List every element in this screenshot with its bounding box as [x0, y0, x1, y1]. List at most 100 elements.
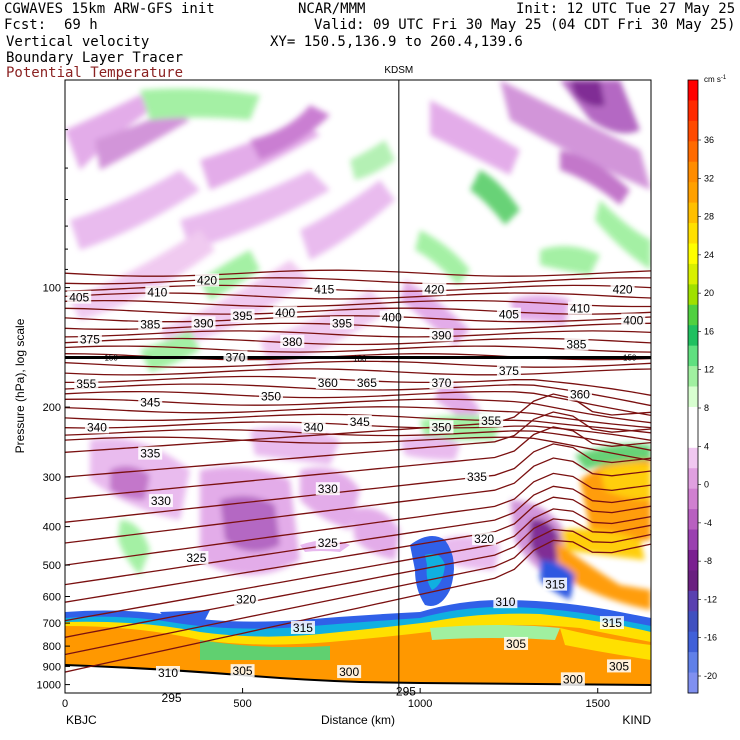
- theta-contour: [65, 383, 651, 407]
- init-time: Init: 12 UTC Tue 27 May 25: [516, 1, 736, 17]
- theta-label-bg: [74, 377, 99, 391]
- theta-label: 320: [236, 592, 256, 606]
- y-tick-label: 100: [43, 283, 61, 295]
- theta-label-bg: [155, 665, 180, 679]
- colorbar-swatch: [688, 652, 698, 674]
- y-tick-label: 1000: [37, 680, 61, 692]
- theta-label: 400: [623, 313, 643, 327]
- theta-label: 390: [193, 316, 213, 330]
- theta-label-bg: [184, 551, 209, 565]
- y-tick-label: 200: [43, 402, 61, 414]
- level-label: 150: [623, 353, 637, 362]
- theta-label: 340: [87, 420, 107, 434]
- theta-label-bg: [315, 536, 340, 550]
- theta-label-bg: [230, 309, 255, 323]
- theta-label: 330: [318, 482, 338, 496]
- theta-label-bg: [422, 282, 447, 296]
- colorbar-label: -12: [704, 594, 717, 604]
- colorbar-swatch: [688, 549, 698, 571]
- colorbar-swatch: [688, 427, 698, 449]
- theta-label: 295: [162, 691, 182, 705]
- theta-label: 320: [474, 532, 494, 546]
- x-axis-label: Distance (km): [321, 713, 395, 727]
- theta-label-bg: [290, 620, 315, 634]
- colorbar-units: cm s-1: [704, 75, 727, 84]
- y-axis: 100 200 300 400 500 600 700 800 900 1000: [37, 79, 70, 692]
- theta-label-bg: [393, 684, 418, 698]
- theta-label: 380: [282, 335, 302, 349]
- theta-label: 350: [431, 420, 451, 434]
- theta-label: 315: [293, 621, 313, 635]
- theta-contour: [65, 299, 651, 308]
- theta-label: 395: [332, 316, 352, 330]
- theta-label: 345: [140, 396, 160, 410]
- theta-label: 370: [225, 350, 245, 364]
- x-tick-label: 1500: [585, 698, 609, 710]
- theta-contour: [65, 345, 651, 353]
- theta-label-bg: [315, 482, 340, 496]
- theta-label: 400: [382, 311, 402, 325]
- theta-label-bg: [315, 376, 340, 390]
- theta-label-bg: [607, 659, 632, 673]
- theta-label: 410: [147, 286, 167, 300]
- colorbar-label: 36: [704, 135, 714, 145]
- center-name: NCAR/MMM: [298, 1, 366, 17]
- colorbar-swatch: [688, 120, 698, 142]
- theta-label-bg: [138, 317, 163, 331]
- colorbar-swatch: [688, 141, 698, 163]
- colorbar-swatch: [688, 366, 698, 387]
- theta-contour: [65, 508, 651, 622]
- theta-label-bg: [429, 328, 454, 342]
- colorbar-label: 28: [704, 212, 714, 222]
- colorbar-swatch: [688, 243, 698, 265]
- theta-contour: [65, 322, 651, 330]
- theta-label-bg: [312, 282, 337, 296]
- theta-label-bg: [479, 414, 504, 428]
- theta-label: 305: [506, 637, 526, 651]
- theta-label: 310: [158, 666, 178, 680]
- colorbar-label: -16: [704, 633, 717, 643]
- theta-label-bg: [567, 387, 592, 401]
- theta-label-bg: [191, 316, 216, 330]
- theta-contour: [65, 398, 651, 424]
- theta-label-bg: [347, 414, 372, 428]
- theta-label-bg: [195, 273, 220, 287]
- vertical-velocity-shading: [65, 80, 651, 693]
- colorbar-label: 24: [704, 250, 714, 260]
- colorbar-swatch: [688, 529, 698, 551]
- theta-contour: [65, 457, 651, 544]
- colorbar-swatch: [688, 386, 698, 408]
- colorbar-swatch: [688, 406, 698, 428]
- colorbar-label: 0: [704, 480, 709, 490]
- field-potential-temperature: Potential Temperature: [6, 65, 184, 81]
- theta-label-bg: [84, 420, 109, 434]
- theta-label: 420: [424, 282, 444, 296]
- theta-label-bg: [148, 494, 173, 508]
- theta-label: 355: [481, 414, 501, 428]
- theta-label-bg: [273, 306, 298, 320]
- colorbar-swatch: [688, 570, 698, 592]
- x-tick-label: 1000: [408, 698, 432, 710]
- theta-contour: [65, 368, 651, 376]
- theta-label-bg: [379, 310, 404, 324]
- y-tick-label: 900: [43, 661, 61, 673]
- theta-label: 335: [467, 470, 487, 484]
- theta-label: 300: [339, 665, 359, 679]
- theta-label-bg: [330, 316, 355, 330]
- theta-label: 325: [186, 551, 206, 565]
- colorbar-swatch: [688, 509, 698, 531]
- theta-label: 420: [197, 274, 217, 288]
- theta-label: 395: [233, 309, 253, 323]
- theta-label-bg: [496, 363, 521, 377]
- colorbar-swatch: [688, 488, 698, 510]
- theta-contour: [65, 436, 651, 462]
- theta-label-bg: [234, 592, 259, 606]
- colorbar: 36 32 28 24 20 16 12 8 4 0 -4 -8 -12 -16 -20: [687, 79, 717, 694]
- theta-label: 365: [357, 376, 377, 390]
- colorbar-label: 16: [704, 326, 714, 336]
- theta-label: 305: [609, 659, 629, 673]
- theta-label-bg: [145, 285, 170, 299]
- colorbar-label: 12: [704, 365, 714, 375]
- y-tick-label: 300: [43, 472, 61, 484]
